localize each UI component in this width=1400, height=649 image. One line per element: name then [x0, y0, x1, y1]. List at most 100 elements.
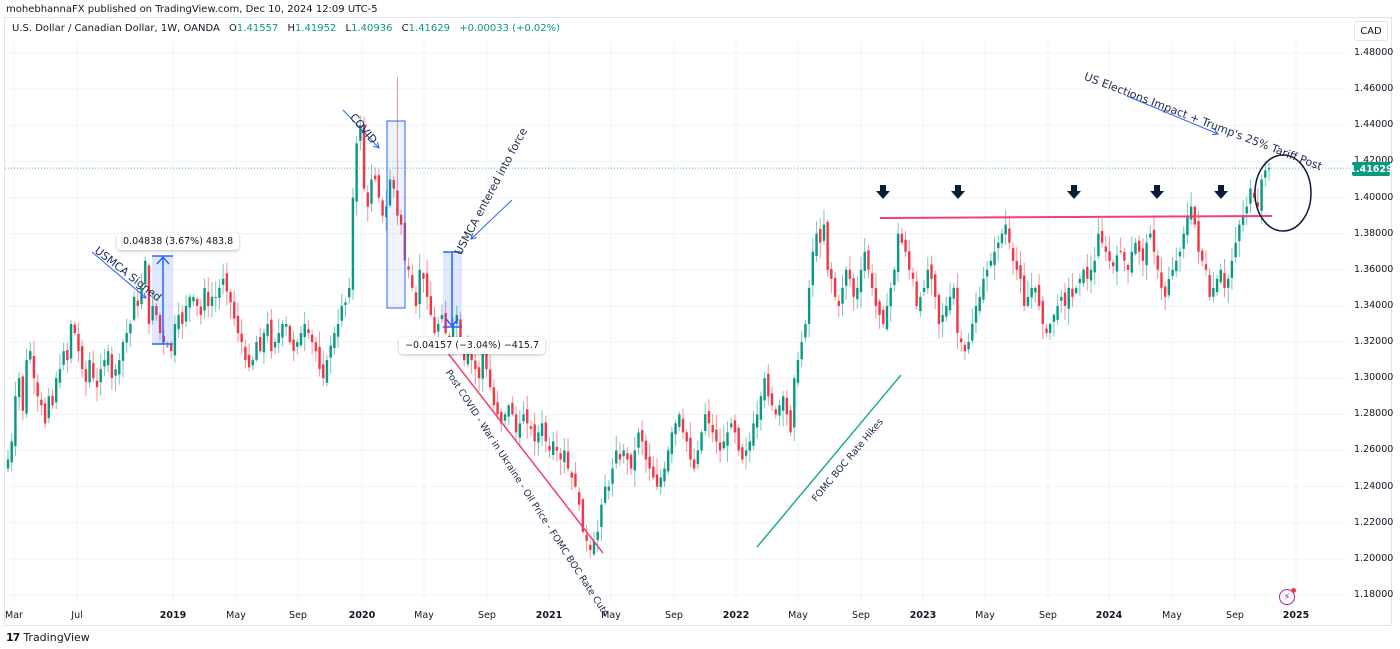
candle-up	[1074, 287, 1078, 294]
candle-down	[529, 426, 533, 429]
candle-up	[359, 125, 362, 141]
candle-up	[730, 423, 733, 428]
candle-up	[540, 423, 544, 436]
candle-up	[607, 486, 611, 491]
candle-down	[618, 453, 622, 460]
candle-up	[481, 351, 484, 379]
candle-up	[856, 287, 859, 300]
candle-down	[1041, 300, 1044, 325]
candle-down	[429, 296, 433, 315]
candle-up	[748, 441, 751, 451]
candle-up	[704, 414, 707, 431]
candle-up	[273, 342, 277, 348]
candle-up	[971, 324, 974, 341]
candle-up	[600, 504, 603, 527]
candle-down	[685, 432, 688, 442]
currency-button[interactable]: CAD	[1354, 21, 1388, 41]
candle-up	[1189, 206, 1193, 220]
time-tick-label: May	[601, 610, 621, 621]
candle-up	[284, 324, 288, 327]
candle-down	[707, 411, 711, 424]
candle-down	[73, 324, 76, 334]
candle-up	[1245, 206, 1248, 214]
candle-up	[563, 450, 566, 463]
down-arrow-icon	[876, 185, 890, 199]
flash-alert-icon[interactable]: ⚡	[1279, 588, 1296, 605]
time-tick-label: 2025	[1282, 610, 1310, 621]
candle-up	[1175, 260, 1178, 272]
candle-up	[348, 287, 351, 298]
candle-up	[144, 260, 147, 285]
candle-down	[1223, 273, 1226, 288]
candle-up	[1260, 179, 1263, 211]
candle-up	[674, 423, 677, 435]
candle-up	[1182, 233, 1185, 249]
uptrend-line	[756, 374, 902, 548]
publisher-line: mohebhannaFX published on TradingView.co…	[6, 4, 378, 15]
time-tick-label: 2020	[348, 610, 376, 621]
down-arrow-icon	[1067, 185, 1081, 199]
candle-down	[559, 453, 562, 460]
candle-down	[819, 229, 822, 243]
candle-down	[577, 491, 581, 505]
candle-down	[526, 409, 529, 424]
price-tick-label: 1.40000	[1354, 191, 1394, 203]
candle-down	[959, 338, 963, 343]
candle-up	[989, 260, 993, 266]
candle-up	[633, 450, 636, 471]
time-tick-label: Mar	[5, 610, 23, 621]
candle-down	[882, 309, 885, 325]
candle-up	[166, 345, 169, 347]
candle-down	[566, 451, 570, 469]
candle-up	[1241, 215, 1245, 225]
candle-down	[915, 281, 918, 306]
chart-frame[interactable]	[4, 17, 1392, 626]
symbol-title: U.S. Dollar / Canadian Dollar, 1W, OANDA	[12, 23, 220, 34]
candle-down	[292, 339, 295, 352]
candle-down	[40, 399, 43, 406]
candle-down	[689, 437, 692, 460]
candle-down	[407, 266, 410, 270]
candle-up	[218, 287, 221, 298]
candle-down	[737, 427, 740, 451]
candle-down	[240, 333, 243, 343]
candle-down	[377, 175, 381, 198]
candle-up	[978, 296, 981, 312]
candle-up	[1004, 224, 1007, 235]
candle-up	[1000, 233, 1004, 244]
candle-up	[177, 314, 180, 330]
candle-down	[207, 291, 210, 306]
candle-up	[863, 251, 866, 271]
candle-down	[32, 355, 36, 379]
candle-up	[844, 269, 848, 286]
candle-down	[963, 344, 967, 352]
candle-down	[581, 499, 585, 532]
candle-up	[1149, 233, 1152, 238]
candle-down	[956, 287, 959, 334]
candle-down	[1137, 240, 1141, 252]
candle-down	[1011, 247, 1015, 261]
candle-up	[118, 360, 121, 375]
candle-down	[514, 414, 518, 433]
candle-up	[659, 477, 662, 487]
candle-down	[900, 233, 904, 243]
candle-down	[496, 402, 499, 415]
time-tick-label: Sep	[478, 610, 496, 621]
candle-up	[551, 441, 555, 455]
candle-down	[878, 301, 881, 315]
candle-up	[1056, 305, 1059, 320]
candle-up	[726, 432, 729, 446]
candle-down	[511, 402, 514, 415]
candle-up	[69, 324, 73, 359]
candle-up	[10, 441, 13, 463]
time-tick-label: May	[788, 610, 808, 621]
time-tick-label: May	[1162, 610, 1182, 621]
candle-down	[459, 319, 462, 343]
candle-down	[770, 393, 774, 406]
candle-down	[169, 344, 173, 352]
covid-highlight-box	[386, 120, 406, 309]
candle-up	[637, 432, 640, 448]
candle-up	[759, 396, 763, 420]
candle-up	[1212, 287, 1215, 297]
